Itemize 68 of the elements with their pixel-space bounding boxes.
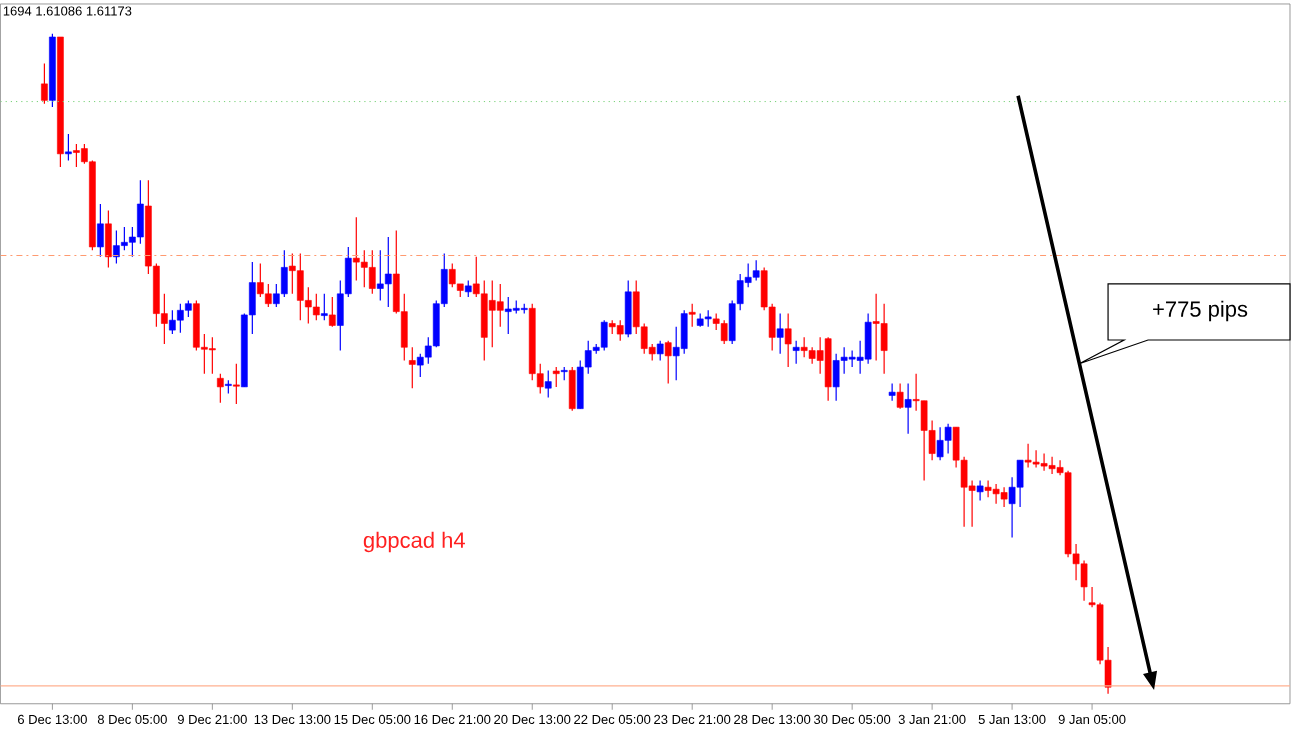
candlestick <box>217 372 224 403</box>
candlestick <box>904 382 912 435</box>
candlestick <box>209 336 216 374</box>
candlestick <box>800 336 808 358</box>
candlestick <box>280 249 288 298</box>
candlestick <box>121 226 128 251</box>
candlestick <box>1040 452 1048 471</box>
candlestick <box>664 339 672 384</box>
candlestick <box>600 319 608 351</box>
annotation: gbpcad h4 <box>363 531 465 552</box>
candlestick <box>320 292 328 321</box>
candlestick <box>896 382 904 409</box>
candlestick <box>480 279 488 361</box>
candlestick <box>73 142 80 168</box>
candlestick <box>416 352 424 378</box>
candlestick <box>832 352 840 401</box>
candlestick <box>776 312 784 355</box>
candlestick <box>568 366 576 411</box>
candlestick <box>384 236 392 308</box>
candlestick <box>448 262 456 288</box>
candlestick <box>1032 449 1040 468</box>
candlestick <box>296 252 304 321</box>
candlestick <box>312 292 320 321</box>
candlestick <box>496 282 504 328</box>
candlestick <box>792 339 800 365</box>
candlestick <box>976 479 984 501</box>
candlestick <box>624 279 632 338</box>
candlestick <box>1000 486 1008 508</box>
candlestick <box>233 362 240 405</box>
candlestick <box>720 319 728 345</box>
candlestick <box>41 62 48 104</box>
candlestick <box>408 346 416 389</box>
candlestick <box>376 249 384 301</box>
candlestick <box>288 252 296 295</box>
candlestick <box>992 482 1000 504</box>
candlestick <box>1048 455 1056 475</box>
candlestick <box>680 309 688 355</box>
candlestick <box>656 339 664 361</box>
candlestick <box>936 426 944 461</box>
candlestick <box>105 209 112 268</box>
candlestick <box>688 302 696 328</box>
candlestick <box>504 296 512 335</box>
candlestick <box>1024 442 1032 468</box>
candlestick <box>177 302 184 333</box>
candlestick <box>97 203 104 258</box>
candlestick <box>552 366 560 388</box>
candlestick <box>544 369 552 398</box>
candlestick <box>193 299 200 351</box>
candlestick <box>616 319 624 341</box>
candlestick <box>65 133 72 161</box>
candlestick <box>984 479 992 498</box>
candlestick <box>256 262 264 298</box>
candlestick <box>137 179 144 244</box>
candlestick <box>488 279 496 348</box>
candlestick <box>888 382 896 401</box>
candlestick <box>784 312 792 368</box>
candlestick <box>328 296 336 328</box>
candlestick <box>352 216 360 281</box>
candlestick <box>360 249 368 288</box>
candlestick <box>880 302 888 374</box>
candlestick <box>752 259 760 281</box>
text: +775 pips <box>1153 300 1248 321</box>
candlestick <box>368 249 376 295</box>
candlestick <box>944 422 952 454</box>
candlestick <box>848 349 856 368</box>
candlestick <box>169 309 176 335</box>
candlestick <box>264 282 272 308</box>
candlestick <box>113 229 120 264</box>
